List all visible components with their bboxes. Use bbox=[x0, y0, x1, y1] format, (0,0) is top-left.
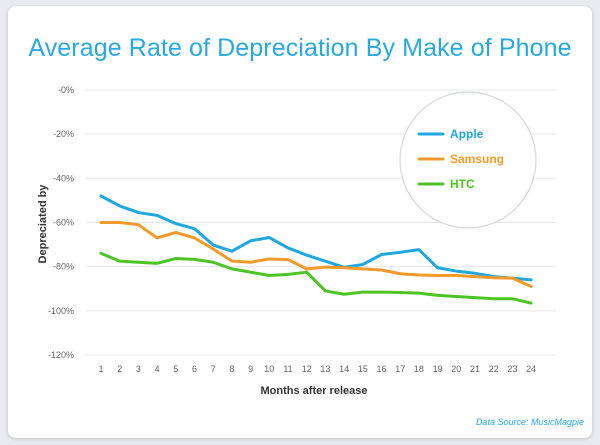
y-tick-label: -40% bbox=[53, 173, 74, 183]
x-tick-label: 2 bbox=[117, 364, 122, 374]
x-tick-label: 24 bbox=[526, 364, 536, 374]
y-tick-label: -20% bbox=[53, 129, 74, 139]
x-tick-label: 4 bbox=[155, 364, 160, 374]
y-tick-label: -60% bbox=[53, 218, 74, 228]
series-line-samsung bbox=[99, 221, 533, 289]
x-tick-label: 9 bbox=[248, 364, 253, 374]
x-tick-label: 11 bbox=[283, 364, 292, 374]
x-tick-label: 12 bbox=[302, 364, 312, 374]
x-tick-label: 6 bbox=[192, 364, 197, 374]
legend-label-htc: HTC bbox=[450, 177, 475, 191]
y-tick-label: -100% bbox=[48, 306, 74, 316]
y-tick-label: -120% bbox=[48, 350, 74, 360]
y-axis-ticks: -0% -20% -40% -60% -80% -100% -120% bbox=[48, 85, 74, 360]
x-tick-label: 13 bbox=[320, 364, 330, 374]
x-axis-ticks: 1 2 3 4 5 6 7 8 9 10 11 12 13 14 15 16 17 18 19 20 21 22 23 24 bbox=[98, 364, 536, 374]
x-tick-label: 7 bbox=[211, 364, 216, 374]
x-tick-label: 14 bbox=[339, 364, 349, 374]
legend-label-apple: Apple bbox=[450, 127, 484, 141]
x-tick-label: 21 bbox=[470, 364, 480, 374]
legend-circle bbox=[399, 91, 537, 229]
x-tick-label: 20 bbox=[451, 364, 461, 374]
legend: Apple Samsung HTC bbox=[399, 91, 537, 229]
x-tick-label: 8 bbox=[229, 364, 234, 374]
x-tick-label: 22 bbox=[489, 364, 499, 374]
series-lines bbox=[99, 194, 533, 305]
chart-title: Average Rate of Depreciation By Make of … bbox=[28, 34, 572, 62]
data-source-note: Data Source: MusicMagpie bbox=[475, 417, 584, 427]
x-tick-label: 1 bbox=[98, 364, 103, 374]
y-tick-label: -80% bbox=[53, 262, 74, 272]
x-axis-label: Months after release bbox=[261, 385, 368, 397]
series-line-htc bbox=[99, 251, 533, 305]
x-tick-label: 3 bbox=[136, 364, 141, 374]
legend-label-samsung: Samsung bbox=[450, 152, 504, 166]
x-tick-label: 23 bbox=[507, 364, 517, 374]
x-tick-label: 10 bbox=[264, 364, 274, 374]
x-tick-label: 18 bbox=[414, 364, 424, 374]
y-tick-label: -0% bbox=[58, 85, 74, 95]
x-tick-label: 17 bbox=[395, 364, 405, 374]
x-tick-label: 19 bbox=[433, 364, 443, 374]
series-line-apple bbox=[99, 194, 533, 282]
x-tick-label: 15 bbox=[358, 364, 368, 374]
x-tick-label: 5 bbox=[173, 364, 178, 374]
y-axis-label: Depreciated by bbox=[37, 184, 49, 264]
x-tick-label: 16 bbox=[376, 364, 386, 374]
